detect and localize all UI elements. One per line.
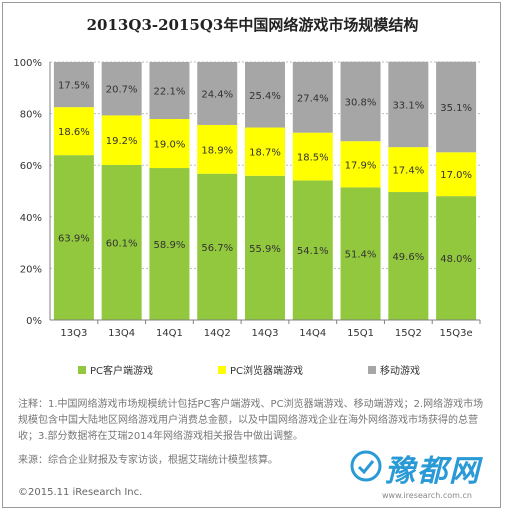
bar-15Q2-1 [388, 147, 429, 193]
x-tick-label: 14Q4 [299, 328, 326, 339]
chart-source: 来源：综合企业财报及专家访谈，根据艾瑞统计模型核算。 [18, 455, 278, 466]
bar-15Q2-0 [388, 192, 429, 320]
bar-15Q1-0 [340, 187, 381, 320]
legend-label: PC浏览器端游戏 [230, 364, 303, 377]
x-tick-label: 15Q2 [395, 328, 422, 339]
legend-swatch [218, 366, 226, 374]
bar-14Q3-1 [245, 127, 285, 176]
legend-label: 移动游戏 [380, 364, 420, 377]
data-label: 58.9% [154, 240, 186, 251]
data-label: 60.1% [106, 238, 138, 249]
watermark-text: 豫都网 [385, 454, 481, 489]
watermark-logo-icon [350, 450, 382, 482]
bars [53, 61, 477, 320]
y-tick-label: 80% [20, 110, 42, 121]
data-label: 18.9% [201, 145, 233, 156]
data-label: 51.4% [345, 250, 377, 261]
bar-14Q3-0 [245, 175, 285, 320]
bar-13Q4-2 [101, 62, 142, 116]
data-label: 19.2% [106, 136, 138, 147]
data-label: 49.6% [392, 252, 424, 263]
data-label: 63.9% [58, 234, 90, 245]
x-tick-label: 14Q2 [204, 328, 231, 339]
data-label: 55.9% [249, 244, 281, 255]
legend-swatch [78, 366, 86, 374]
x-axis: 13Q3 13Q4 14Q1 14Q2 14Q3 14Q4 15Q1 15Q2 15Q3e [50, 319, 481, 339]
stacked-bar-chart: 63.9% 18.6% 17.5% 60.1% 19.2% 20.7% 58.9% 19.0%… [13, 58, 481, 377]
data-label: 18.5% [297, 153, 329, 164]
bar-15Q1-1 [340, 141, 381, 188]
value-labels: 63.9% 18.6% 17.5% 60.1% 19.2% 20.7% 58.9% 19.0%… [58, 81, 472, 266]
bar-14Q4-2 [292, 62, 333, 133]
data-label: 56.7% [201, 243, 233, 254]
data-label: 48.0% [440, 254, 472, 265]
legend-swatch [368, 366, 376, 374]
bar-15Q3e-1 [436, 152, 477, 197]
data-label: 17.0% [440, 170, 472, 181]
legend-label: PC客户端游戏 [90, 364, 153, 377]
bar-14Q2-0 [197, 173, 238, 320]
bar-15Q3e-2 [436, 61, 477, 153]
y-tick-label: 60% [20, 161, 42, 172]
y-tick-label: 40% [20, 213, 42, 224]
data-label: 17.9% [345, 160, 377, 171]
data-label: 17.4% [392, 166, 424, 177]
y-tick-label: 20% [20, 264, 42, 275]
bar-13Q3-1 [53, 107, 94, 156]
legend: PC客户端游戏 PC浏览器端游戏 移动游戏 [78, 364, 420, 377]
bar-15Q1-2 [340, 61, 381, 142]
data-label: 30.8% [345, 97, 377, 108]
bar-14Q2-2 [197, 62, 238, 125]
bar-14Q2-1 [197, 124, 238, 174]
bar-13Q4-1 [101, 115, 142, 165]
data-label: 19.0% [154, 140, 186, 151]
data-label: 27.4% [297, 93, 329, 104]
bar-14Q4-1 [292, 132, 333, 181]
data-label: 24.4% [201, 89, 233, 100]
bar-14Q3-2 [245, 62, 285, 128]
bar-13Q4-0 [101, 164, 142, 320]
data-label: 35.1% [440, 103, 472, 114]
bar-14Q1-0 [149, 168, 190, 320]
y-tick-label: 0% [26, 316, 42, 327]
data-label: 20.7% [106, 85, 138, 96]
x-tick-label: 14Q1 [156, 328, 183, 339]
x-tick-label: 13Q3 [60, 328, 87, 339]
data-label: 22.1% [154, 87, 186, 98]
x-tick-label: 15Q1 [347, 328, 374, 339]
chart-title: 2013Q3-2015Q3年中国网络游戏市场规模结构 [86, 16, 419, 34]
bar-14Q4-0 [292, 180, 333, 320]
chart-notes: 注释：1.中国网络游戏市场规模统计包括PC客户端游戏、PC浏览器端游戏、移动端游… [18, 399, 484, 442]
website: www.iresearch.com.cn [382, 491, 472, 500]
data-label: 33.1% [392, 100, 424, 111]
x-tick-label: 14Q3 [252, 328, 279, 339]
bar-15Q3e-0 [436, 196, 477, 320]
bar-13Q3-0 [53, 155, 94, 320]
data-label: 18.6% [58, 127, 90, 138]
bar-14Q1-2 [149, 62, 190, 120]
data-label: 18.7% [249, 148, 281, 159]
y-tick-label: 100% [13, 58, 42, 69]
x-tick-label: 13Q4 [108, 328, 135, 339]
bar-15Q2-2 [388, 61, 429, 148]
x-tick-label: 15Q3e [440, 328, 473, 339]
data-label: 25.4% [249, 91, 281, 102]
data-label: 17.5% [58, 81, 90, 92]
bar-14Q1-1 [149, 119, 190, 169]
data-label: 54.1% [297, 246, 329, 257]
y-axis: 0% 20% 40% 60% 80% 100% [13, 58, 51, 327]
bar-13Q3-2 [53, 62, 94, 108]
copyright: ©2015.11 iResearch Inc. [18, 487, 143, 498]
